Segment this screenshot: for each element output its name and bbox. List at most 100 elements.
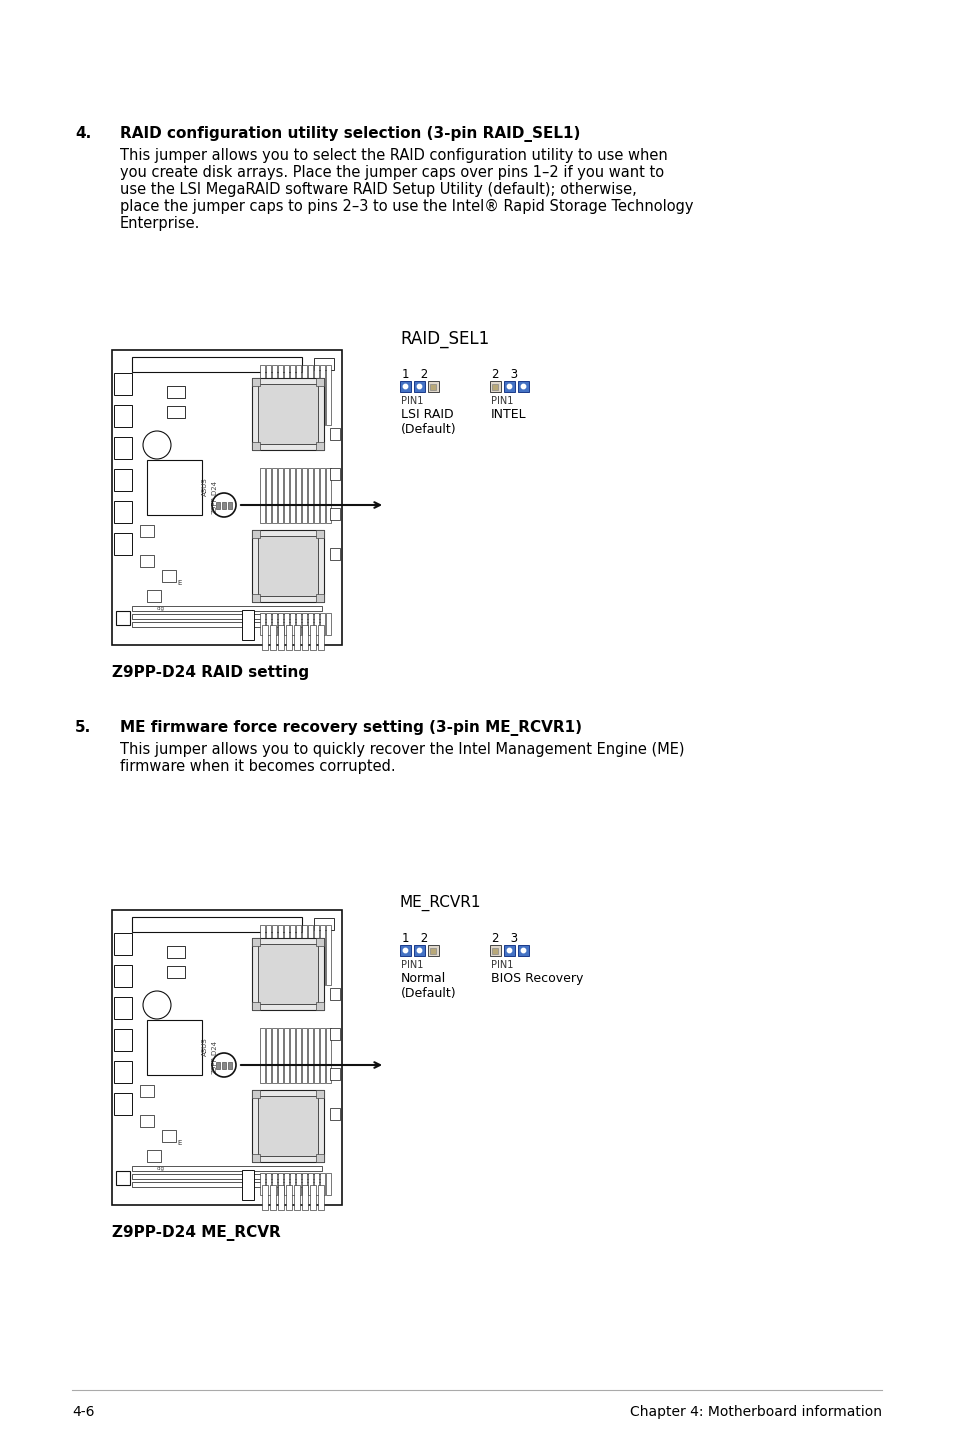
Bar	[290, 1028, 294, 1083]
Circle shape	[507, 384, 511, 388]
Bar	[294, 1185, 299, 1209]
Bar	[295, 1173, 301, 1195]
Bar	[215, 1063, 220, 1068]
Bar	[317, 626, 324, 650]
Bar	[295, 365, 301, 426]
Bar	[319, 1028, 325, 1083]
Bar	[252, 1090, 260, 1099]
Bar	[113, 965, 132, 986]
Text: Z9PP-D24: Z9PP-D24	[212, 480, 218, 513]
Bar	[302, 626, 308, 650]
Bar	[112, 910, 341, 1205]
Text: E: E	[177, 580, 181, 587]
Bar	[330, 1028, 339, 1040]
Bar	[302, 1173, 307, 1195]
Bar	[428, 381, 438, 393]
Bar	[147, 460, 202, 515]
Bar	[113, 997, 132, 1020]
Bar	[319, 1173, 325, 1195]
Text: place the jumper caps to pins 2–3 to use the Intel® Rapid Storage Technology: place the jumper caps to pins 2–3 to use…	[120, 198, 693, 214]
Bar	[140, 1114, 153, 1127]
Bar	[132, 917, 302, 932]
Text: ASUS: ASUS	[202, 1038, 208, 1057]
Bar	[260, 467, 265, 523]
Bar	[260, 1173, 265, 1195]
Bar	[266, 1028, 271, 1083]
Text: firmware when it becomes corrupted.: firmware when it becomes corrupted.	[120, 759, 395, 774]
Bar	[132, 605, 322, 611]
Bar	[257, 943, 317, 1004]
Text: Chapter 4: Motherboard information: Chapter 4: Motherboard information	[629, 1405, 882, 1419]
Bar	[517, 945, 529, 956]
Bar	[308, 613, 313, 636]
Text: 4.: 4.	[75, 127, 91, 141]
Bar	[490, 381, 500, 393]
Bar	[242, 1171, 253, 1199]
Bar	[326, 613, 331, 636]
Bar	[252, 1155, 260, 1162]
Circle shape	[403, 948, 407, 953]
Bar	[222, 1063, 226, 1068]
Bar	[326, 365, 331, 426]
Bar	[222, 502, 226, 509]
Bar	[319, 925, 325, 985]
Circle shape	[143, 431, 171, 459]
Bar	[252, 378, 260, 385]
Text: E: E	[177, 1140, 181, 1146]
Text: Normal: Normal	[400, 972, 446, 985]
Bar	[132, 1166, 322, 1171]
Bar	[414, 945, 424, 956]
Bar	[314, 1028, 318, 1083]
Bar	[314, 925, 318, 985]
Bar	[113, 469, 132, 490]
Text: 4-6: 4-6	[71, 1405, 94, 1419]
Bar	[162, 569, 175, 582]
Bar	[162, 1130, 175, 1142]
Bar	[266, 613, 271, 636]
Bar	[319, 467, 325, 523]
Bar	[147, 1150, 161, 1162]
Bar	[270, 626, 275, 650]
Bar	[314, 1173, 318, 1195]
Circle shape	[520, 384, 525, 388]
Bar	[167, 946, 185, 958]
Circle shape	[520, 948, 525, 953]
Bar	[242, 610, 253, 640]
Bar	[503, 945, 515, 956]
Text: 1   2: 1 2	[401, 368, 428, 381]
Bar	[257, 1096, 317, 1156]
Bar	[310, 626, 315, 650]
Bar	[132, 1182, 322, 1186]
Bar	[112, 349, 341, 646]
Bar	[315, 1090, 324, 1099]
Bar	[284, 613, 289, 636]
Bar	[302, 1028, 307, 1083]
Bar	[290, 365, 294, 426]
Bar	[295, 613, 301, 636]
Bar	[326, 467, 331, 523]
Bar	[215, 502, 220, 509]
Bar	[308, 365, 313, 426]
Bar	[113, 437, 132, 459]
Bar	[277, 467, 283, 523]
Bar	[503, 381, 515, 393]
Bar	[492, 384, 498, 390]
Text: LSI RAID: LSI RAID	[400, 408, 453, 421]
Bar	[257, 536, 317, 595]
Bar	[260, 1028, 265, 1083]
Bar	[277, 1173, 283, 1195]
Bar	[116, 1171, 130, 1185]
Bar	[147, 590, 161, 603]
Text: ASUS: ASUS	[202, 477, 208, 496]
Bar	[314, 365, 318, 426]
Bar	[266, 365, 271, 426]
Text: (Default): (Default)	[400, 986, 456, 999]
Bar	[266, 467, 271, 523]
Circle shape	[416, 948, 421, 953]
Bar	[302, 467, 307, 523]
Bar	[167, 385, 185, 398]
Bar	[113, 933, 132, 955]
Bar	[113, 1093, 132, 1114]
Bar	[315, 378, 324, 385]
Bar	[284, 365, 289, 426]
